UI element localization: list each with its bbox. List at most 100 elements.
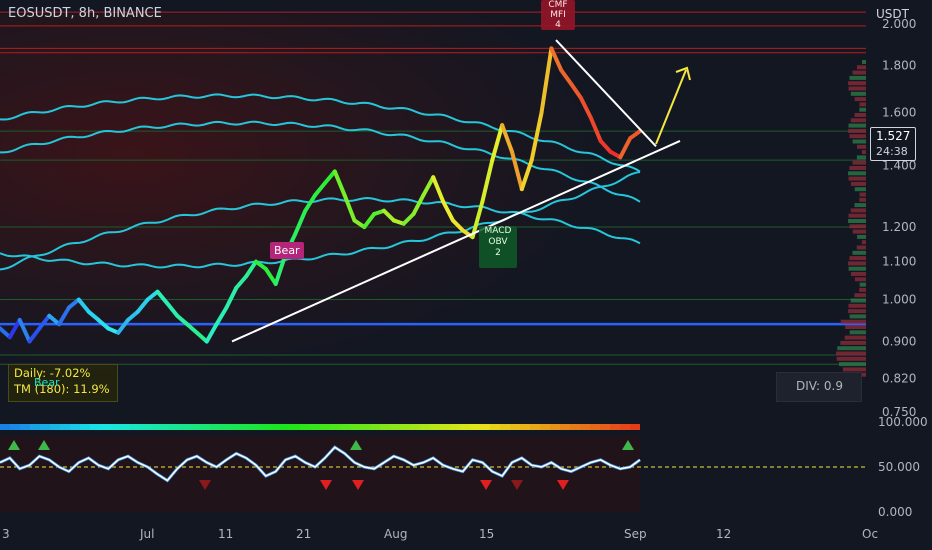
upper-band-outer [0,93,641,173]
heat-strip-cell-60 [600,424,610,430]
volume-profile-bar-41 [854,277,866,282]
price-segment-41 [401,211,416,226]
heat-strip-cell-31 [310,424,320,430]
macd-obv-signal[interactable]: MACD OBV 2 [479,226,517,268]
volume-profile-bar-43 [859,287,866,292]
volume-profile-bar-48 [849,314,866,319]
heat-strip-cell-55 [550,424,560,430]
price-segment-7 [66,297,81,310]
heat-strip-cell-25 [250,424,260,430]
volume-profile-bar-40 [850,272,866,276]
volume-profile-bar-35 [856,245,866,250]
price-segment-35 [342,193,357,223]
price-axis-label-9: 0.750 [882,405,916,419]
time-axis-label-6: Sep [624,527,647,541]
price-segment-46 [450,218,465,233]
heat-strip-cell-13 [130,424,140,430]
sell-signal-5 [557,480,569,490]
volume-profile-bar-23 [850,181,866,186]
price-segment-33 [322,169,337,186]
buy-signal-0 [8,440,20,450]
volume-profile-bar-27 [854,203,866,208]
price-segment-4 [37,313,52,331]
heat-strip-cell-17 [170,424,180,430]
price-segment-37 [362,211,377,230]
heat-strip-cell-49 [490,424,500,430]
price-segment-15 [145,289,160,302]
osc-line [0,446,641,482]
mfi-line-3: 4 [555,20,561,30]
heat-strip-cell-47 [470,424,480,430]
price-segment-0 [0,326,12,340]
price-segment-31 [303,193,318,213]
heat-strip-cell-23 [230,424,240,430]
price-segment-3 [27,326,42,344]
osc-pane-bg [0,436,640,512]
heat-strip-cell-51 [510,424,520,430]
price-segment-52 [510,149,524,192]
price-axis-label-4: 1.200 [882,220,916,234]
volume-profile-bar-39 [848,266,866,271]
price-segment-49 [480,158,495,204]
buy-signal-2 [350,440,362,450]
heat-strip-cell-24 [240,424,250,430]
price-segment-48 [470,199,485,240]
price-segment-20 [194,330,209,344]
currency-label: USDT [876,7,909,21]
price-segment-50 [490,123,505,163]
volume-profile-bar-15 [852,139,866,144]
volume-profile-bar-12 [848,123,866,128]
heat-strip-cell-34 [340,424,350,430]
price-segment-51 [500,123,514,154]
volume-profile-bar-4 [848,81,866,86]
heat-strip-cell-9 [90,424,100,430]
symbol-title[interactable]: EOSUSDT, 8h, BINANCE [8,6,162,21]
price-segment-60 [588,115,603,143]
heat-strip-cell-54 [540,424,550,430]
volume-profile-bar-49 [840,319,866,324]
volume-profile-bar-18 [856,155,866,160]
price-axis-label-8: 0.820 [882,372,916,386]
volume-profile-bar-51 [849,330,866,335]
tm-value: 11.9% [73,382,110,396]
price-segment-16 [155,289,170,306]
volume-profile-bar-42 [859,282,866,287]
volume-profile-bar-22 [848,176,866,181]
macd-line-2: OBV [488,237,508,247]
heat-strip-cell-36 [360,424,370,430]
price-segment-54 [529,110,544,163]
volume-profile-bar-29 [848,213,866,218]
volume-profile-bar-33 [857,234,866,239]
price-segment-5 [47,313,62,327]
heat-strip-cell-32 [320,424,330,430]
volume-profile-bar-0 [862,60,866,64]
price-segment-42 [411,193,426,216]
time-axis-label-3: 21 [296,527,311,541]
volume-profile-bar-36 [852,250,866,255]
heat-strip-cell-61 [610,424,620,430]
volume-profile-bar-3 [849,75,866,80]
bear-signal-tag[interactable]: Bear [270,242,304,259]
time-axis-label-1: Jul [139,527,154,541]
macd-line-3: 2 [495,248,501,258]
time-axis-label-5: 15 [479,527,494,541]
heat-strip-cell-5 [50,424,60,430]
heat-strip-cell-19 [190,424,200,430]
heat-strip-cell-33 [330,424,340,430]
current-price: 1.527 [876,129,911,143]
price-segment-13 [126,309,140,322]
volume-profile-bar-21 [848,171,866,176]
heat-strip-cell-1 [10,424,20,430]
volume-profile-bar-9 [859,107,866,112]
current-price-badge: 1.527 24:38 [870,127,916,161]
price-segment-1 [7,317,22,340]
osc-axis-label-1: 50.000 [878,460,920,474]
osc-axis-label-0: 100.000 [878,415,928,429]
price-axis-label-1: 1.800 [882,59,916,73]
heat-strip-cell-44 [440,424,450,430]
volume-profile-bar-7 [854,97,866,102]
price-axis-label-3: 1.400 [882,159,916,173]
volume-profile-bar-47 [848,309,866,314]
cmf-mfi-signal[interactable]: CMF MFI 4 [541,0,575,30]
